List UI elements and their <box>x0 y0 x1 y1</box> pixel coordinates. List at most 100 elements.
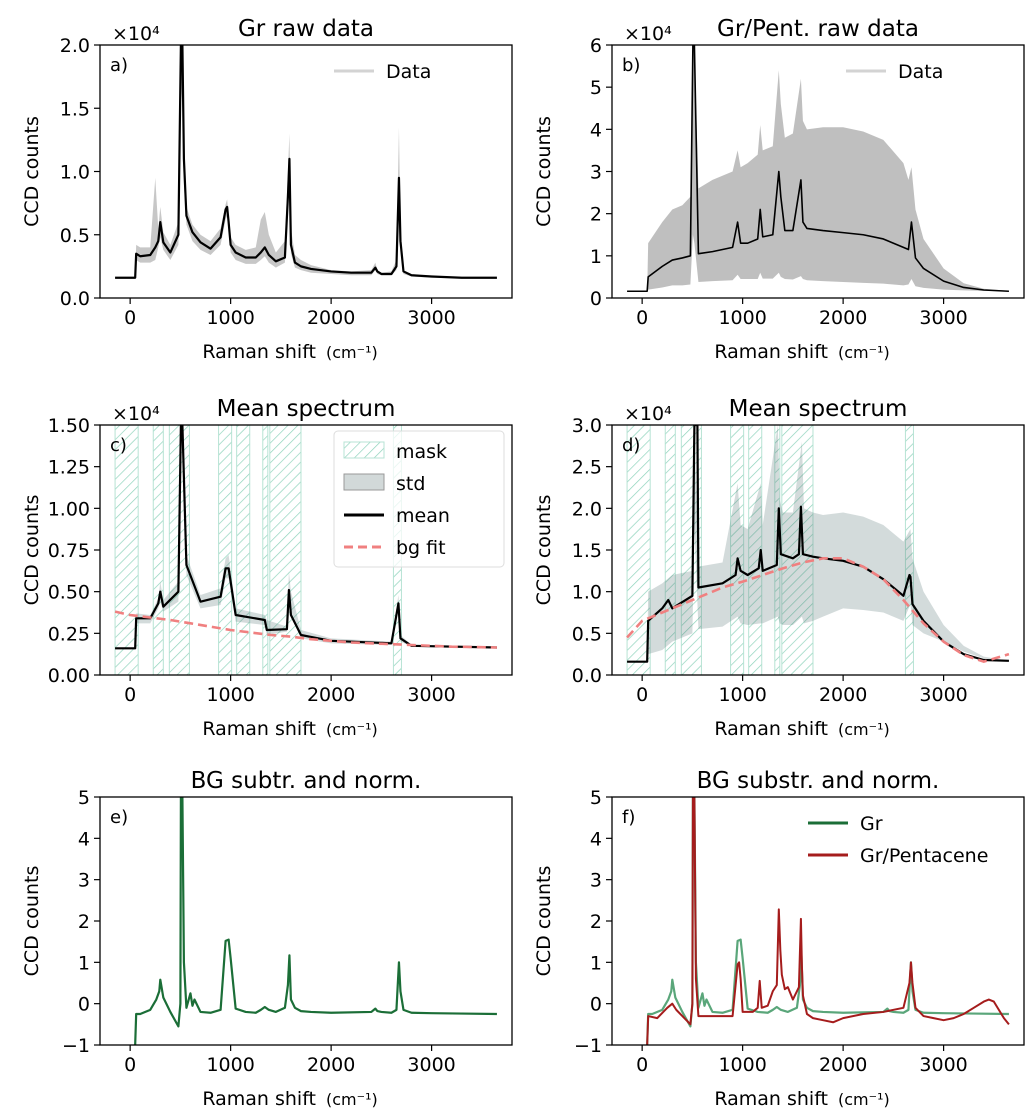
chart-title: Gr/Pent. raw data <box>717 16 919 42</box>
plot-area <box>115 45 497 279</box>
panel-label: a) <box>110 55 128 76</box>
y-tick-label: 0.5 <box>572 623 602 645</box>
x-tick-label: 1000 <box>206 307 254 329</box>
y-tick-label: 1 <box>78 952 90 974</box>
y-tick-label: 0.0 <box>60 288 90 310</box>
chart-title: BG subtr. and norm. <box>191 768 422 794</box>
axis-multiplier: ×10⁴ <box>624 403 672 425</box>
panel-b: 0 1000 2000 3000 0 1 2 3 4 5 6 Gr/Pent. raw data ×10… <box>533 16 1025 363</box>
chart-title: Mean spectrum <box>729 396 908 422</box>
y-tick-label: 5 <box>78 787 90 809</box>
panel-label: d) <box>622 435 640 456</box>
y-tick-label: 1 <box>590 952 602 974</box>
panel-c: 0 1000 2000 3000 0.00 0.25 0.50 0.75 1.00 1.25 1.5… <box>21 396 513 740</box>
plot-area <box>114 425 497 675</box>
mask-region <box>262 425 269 675</box>
y-tick-label: 2.5 <box>572 457 602 479</box>
x-axis-unit: (cm⁻¹) <box>326 720 378 739</box>
y-tick-label: 0.75 <box>48 540 90 562</box>
x-tick-label: 2000 <box>307 684 355 706</box>
y-tick-label: −1 <box>62 1035 90 1057</box>
legend-label: Gr/Pentacene <box>860 845 988 867</box>
y-axis-label: CCD counts <box>21 495 43 606</box>
plot-area <box>646 797 1010 1045</box>
y-tick-label: 2.0 <box>572 498 602 520</box>
legend-swatch-mask <box>343 441 385 459</box>
series-band <box>627 45 1009 292</box>
panel-label: e) <box>110 807 128 828</box>
y-tick-label: 6 <box>590 35 602 57</box>
axis-multiplier: ×10⁴ <box>112 23 160 45</box>
x-tick-label: 1000 <box>718 307 766 329</box>
legend-swatch-std <box>343 473 385 491</box>
y-axis-label: CCD counts <box>21 866 43 977</box>
series-line <box>115 45 497 279</box>
chart-title: BG substr. and norm. <box>697 768 940 794</box>
bg-fit-line <box>114 610 497 649</box>
chart-title: Mean spectrum <box>217 396 396 422</box>
x-tick-label: 0 <box>124 307 136 329</box>
y-tick-label: 2 <box>590 204 602 226</box>
series-band <box>627 425 1009 662</box>
x-tick-label: 0 <box>124 684 136 706</box>
x-axis-label: Raman shift <box>714 718 828 740</box>
y-axis-label: CCD counts <box>533 495 555 606</box>
mask-region <box>664 425 676 675</box>
y-tick-label: 3.0 <box>572 415 602 437</box>
x-tick-label: 2000 <box>307 307 355 329</box>
plot-area <box>134 797 497 1045</box>
y-axis-label: CCD counts <box>533 116 555 227</box>
axis-multiplier: ×10⁴ <box>112 403 160 425</box>
mask-region <box>680 425 702 675</box>
legend: Data <box>334 61 431 83</box>
series-band <box>115 45 497 278</box>
x-tick-label: 3000 <box>407 684 455 706</box>
legend: Gr Gr/Pentacene <box>808 813 988 867</box>
y-tick-label: 2 <box>590 911 602 933</box>
panel-label: f) <box>622 807 635 828</box>
y-tick-label: 3 <box>590 870 602 892</box>
x-axis-label: Raman shift <box>714 1088 828 1110</box>
x-tick-label: 0 <box>636 1054 648 1076</box>
mask-region <box>269 425 302 675</box>
plot-area <box>627 45 1009 293</box>
y-tick-label: 5 <box>590 77 602 99</box>
series-line <box>115 425 497 650</box>
panel-e: 0 1000 2000 3000 −1 0 1 2 3 4 5 BG subtr. and norm.… <box>21 768 513 1110</box>
y-tick-label: 3 <box>78 870 90 892</box>
y-axis-label: CCD counts <box>533 866 555 977</box>
mask-region <box>152 425 164 675</box>
y-tick-label: 4 <box>590 828 602 850</box>
series-line <box>646 797 1009 1045</box>
y-tick-label: 0.50 <box>48 582 90 604</box>
x-tick-label: 1000 <box>718 1054 766 1076</box>
x-axis-label: Raman shift <box>202 718 316 740</box>
x-axis-label: Raman shift <box>202 341 316 363</box>
x-tick-label: 1000 <box>206 684 254 706</box>
y-axis-label: CCD counts <box>21 116 43 227</box>
legend-label: mask <box>396 441 447 463</box>
chart-title: Gr raw data <box>238 16 374 42</box>
series-band <box>115 425 497 649</box>
y-tick-label: 0.25 <box>48 623 90 645</box>
y-tick-label: 2 <box>78 911 90 933</box>
series-line <box>646 797 1010 1045</box>
x-tick-label: 3000 <box>407 1054 455 1076</box>
x-tick-label: 2000 <box>819 684 867 706</box>
plot-frame <box>99 796 513 1046</box>
x-tick-label: 2000 <box>819 1054 867 1076</box>
x-tick-label: 3000 <box>407 307 455 329</box>
y-tick-label: 5 <box>590 787 602 809</box>
y-tick-label: 1.5 <box>60 98 90 120</box>
y-tick-label: 1.5 <box>572 540 602 562</box>
legend-label: Data <box>898 61 943 83</box>
y-tick-label: 3 <box>590 162 602 184</box>
x-tick-label: 3000 <box>919 1054 967 1076</box>
x-tick-label: 2000 <box>307 1054 355 1076</box>
y-tick-label: 0 <box>590 994 602 1016</box>
x-axis-label: Raman shift <box>202 1088 316 1110</box>
axis-multiplier: ×10⁴ <box>624 23 672 45</box>
x-axis-unit: (cm⁻¹) <box>838 343 890 362</box>
y-tick-label: 1.00 <box>48 498 90 520</box>
